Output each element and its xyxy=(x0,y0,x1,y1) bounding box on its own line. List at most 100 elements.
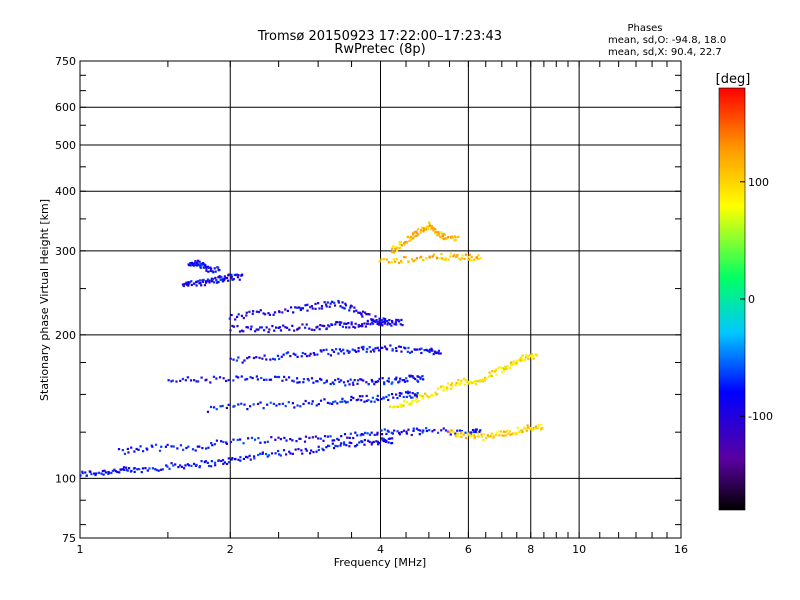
echo-point xyxy=(512,432,515,435)
echo-point xyxy=(170,380,173,383)
echo-point xyxy=(474,383,478,386)
echo-point xyxy=(301,452,304,455)
echo-point xyxy=(356,443,359,446)
echo-point xyxy=(539,428,543,431)
echo-point xyxy=(366,432,369,435)
echo-point xyxy=(294,353,297,356)
echo-point xyxy=(343,322,346,325)
echo-point xyxy=(516,426,519,429)
echo-point xyxy=(344,304,348,307)
echo-point xyxy=(440,236,443,239)
echo-point xyxy=(401,324,404,327)
echo-point xyxy=(367,439,370,442)
echo-point xyxy=(312,381,315,384)
echo-point xyxy=(399,405,403,408)
echo-point xyxy=(383,381,386,384)
echo-point xyxy=(286,351,290,354)
echo-point xyxy=(110,471,113,475)
echo-point xyxy=(400,261,403,264)
echo-point xyxy=(387,398,390,402)
echo-point xyxy=(313,353,316,356)
echo-point xyxy=(246,326,250,329)
echo-point xyxy=(425,427,428,430)
echo-point xyxy=(348,350,351,353)
echo-point xyxy=(275,375,279,379)
echo-point xyxy=(137,448,140,451)
echo-point xyxy=(390,431,393,434)
echo-point xyxy=(241,361,244,364)
echo-point xyxy=(238,330,242,333)
echo-point xyxy=(269,401,272,404)
echo-point xyxy=(308,452,312,455)
echo-point xyxy=(317,402,320,406)
echo-point xyxy=(257,328,260,331)
echo-point xyxy=(340,442,343,445)
echo-point xyxy=(174,463,177,466)
echo-point xyxy=(367,312,370,316)
echo-point xyxy=(364,311,367,314)
echo-point xyxy=(363,439,366,442)
echo-point xyxy=(467,382,470,385)
echo-point xyxy=(308,436,311,440)
echo-point xyxy=(465,380,468,383)
echo-point xyxy=(482,438,485,442)
echo-point xyxy=(107,472,110,475)
echo-point xyxy=(463,257,466,261)
echo-point xyxy=(326,401,330,404)
echo-point xyxy=(394,247,397,250)
echo-point xyxy=(333,301,336,304)
echo-point xyxy=(411,399,414,403)
echo-point xyxy=(350,323,353,326)
echo-point xyxy=(354,322,357,325)
echo-point xyxy=(283,436,286,439)
echo-point xyxy=(218,275,221,278)
echo-point xyxy=(205,447,208,450)
echo-point xyxy=(329,435,332,438)
echo-point xyxy=(320,378,323,381)
echo-point xyxy=(317,445,320,448)
echo-point xyxy=(348,436,351,440)
echo-point xyxy=(319,324,322,327)
echo-point xyxy=(411,396,414,399)
echo-point xyxy=(206,278,209,281)
echo-point xyxy=(218,268,221,272)
echo-point xyxy=(223,275,226,278)
echo-point xyxy=(508,366,512,369)
echo-point xyxy=(220,275,223,279)
echo-point xyxy=(403,378,406,382)
colorbar-tick-label: 0 xyxy=(748,293,755,306)
echo-point xyxy=(402,404,405,407)
echo-point xyxy=(381,377,384,380)
echo-point xyxy=(349,378,352,381)
echo-point xyxy=(468,380,472,384)
echo-point xyxy=(382,397,385,400)
echo-point xyxy=(181,377,184,381)
echo-point xyxy=(532,354,535,357)
y-tick-label: 750 xyxy=(55,55,76,68)
echo-point xyxy=(344,401,348,404)
echo-point xyxy=(331,442,334,445)
echo-point xyxy=(383,322,386,325)
echo-point xyxy=(500,370,504,374)
echo-point xyxy=(408,391,411,394)
echo-point xyxy=(175,380,178,383)
echo-point xyxy=(499,366,502,369)
echo-point xyxy=(266,440,269,443)
echo-point xyxy=(217,266,220,269)
echo-point xyxy=(306,303,309,306)
echo-point xyxy=(504,434,507,437)
echo-point xyxy=(202,280,205,283)
echo-point xyxy=(394,405,397,408)
echo-point xyxy=(480,433,483,436)
echo-point xyxy=(221,280,224,283)
echo-point xyxy=(377,323,381,326)
echo-point xyxy=(253,457,256,460)
echo-point xyxy=(202,262,205,265)
echo-point xyxy=(455,433,458,436)
echo-point xyxy=(321,447,324,450)
echo-point xyxy=(231,324,234,328)
echo-point xyxy=(284,404,287,408)
echo-point xyxy=(194,449,197,452)
echo-point xyxy=(339,305,342,308)
echo-point xyxy=(363,322,366,325)
